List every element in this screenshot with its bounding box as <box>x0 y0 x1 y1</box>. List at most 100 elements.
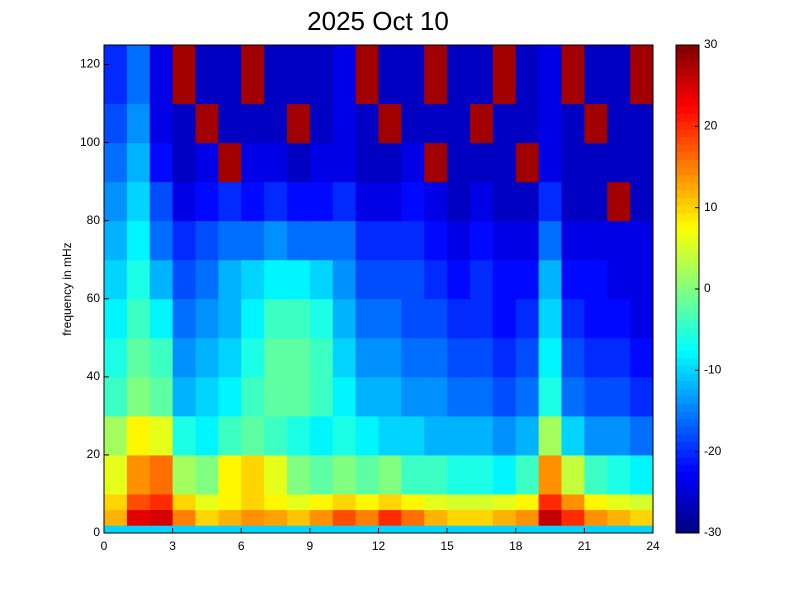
heatmap-cell <box>401 509 425 526</box>
colorbar-swatch <box>676 159 699 168</box>
heatmap-cell <box>561 298 585 339</box>
heatmap-cell <box>492 337 517 378</box>
heatmap-cell <box>607 259 631 300</box>
heatmap-cell <box>561 509 585 526</box>
heatmap-cell <box>378 220 402 261</box>
colorbar-swatch <box>676 205 699 214</box>
heatmap-cell <box>561 45 585 105</box>
colorbar-swatch <box>676 281 699 290</box>
colorbar-swatch <box>676 350 699 359</box>
heatmap-cell <box>630 220 654 261</box>
heatmap-cell <box>561 142 585 183</box>
colorbar-swatch <box>676 136 699 145</box>
colorbar-swatch <box>676 144 699 153</box>
heatmap-cell <box>538 259 562 300</box>
heatmap-cell <box>332 525 357 534</box>
heatmap-cell <box>149 181 174 222</box>
heatmap-cell <box>287 45 311 105</box>
heatmap-cell <box>492 103 517 144</box>
heatmap-cell <box>515 509 540 526</box>
heatmap-cell <box>241 525 265 534</box>
heatmap-cell <box>378 337 402 378</box>
heatmap-cell <box>401 259 425 300</box>
heatmap-cell <box>332 376 357 417</box>
heatmap-cell <box>172 181 196 222</box>
x-tick-label: 12 <box>372 539 386 553</box>
heatmap-cell <box>287 259 311 300</box>
heatmap-cell <box>424 259 448 300</box>
heatmap-cell <box>492 493 517 511</box>
heatmap-cell <box>309 337 334 378</box>
heatmap-cell <box>149 45 174 105</box>
colorbar-swatch <box>676 220 699 229</box>
heatmap-cell <box>630 45 654 105</box>
heatmap-cell <box>149 509 174 526</box>
heatmap-cell <box>355 298 379 339</box>
heatmap-cell <box>492 525 517 534</box>
heatmap-cell <box>126 181 151 222</box>
heatmap-cell <box>561 454 585 495</box>
heatmap-cell <box>515 454 540 495</box>
colorbar-swatch <box>676 228 699 237</box>
heatmap-cell <box>172 259 196 300</box>
heatmap-cell <box>126 298 151 339</box>
heatmap-cell <box>447 454 471 495</box>
heatmap-cell <box>309 142 334 183</box>
heatmap-cell <box>195 142 219 183</box>
heatmap-cell <box>264 181 288 222</box>
heatmap-cell <box>264 509 288 526</box>
heatmap-cell <box>264 220 288 261</box>
colorbar-tick-label: 0 <box>704 281 711 295</box>
heatmap-cell <box>126 337 151 378</box>
heatmap-cell <box>515 103 540 144</box>
heatmap-cell <box>218 298 242 339</box>
heatmap-cell <box>172 525 196 534</box>
x-tick-label: 24 <box>646 539 660 553</box>
colorbar-swatch <box>676 60 699 69</box>
heatmap-cell <box>607 454 631 495</box>
x-tick-label: 9 <box>307 539 314 553</box>
colorbar-swatch <box>676 304 699 313</box>
colorbar-swatch <box>676 90 699 99</box>
heatmap-cell <box>401 525 425 534</box>
heatmap-cell <box>149 376 174 417</box>
heatmap-cell <box>126 525 151 534</box>
heatmap-cell <box>607 45 631 105</box>
heatmap-cell <box>287 525 311 534</box>
y-axis-label: frequency in mHz <box>60 242 74 335</box>
heatmap-cell <box>104 509 128 526</box>
heatmap-cell <box>241 454 265 495</box>
heatmap-cell <box>378 415 402 456</box>
heatmap-cell <box>195 525 219 534</box>
heatmap-cell <box>264 454 288 495</box>
heatmap-cell <box>561 259 585 300</box>
heatmap-cell <box>241 415 265 456</box>
heatmap-cell <box>241 181 265 222</box>
heatmap-cell <box>195 493 219 511</box>
heatmap-cell <box>355 142 379 183</box>
heatmap-cell <box>447 45 471 105</box>
heatmap-cell <box>470 376 494 417</box>
heatmap-cell <box>447 493 471 511</box>
heatmap-cell <box>515 415 540 456</box>
heatmap-cell <box>195 376 219 417</box>
heatmap-cell <box>378 454 402 495</box>
heatmap-cell <box>264 525 288 534</box>
heatmap-cell <box>149 259 174 300</box>
heatmap-cell <box>538 298 562 339</box>
heatmap-cell <box>607 525 631 534</box>
heatmap-cell <box>447 259 471 300</box>
heatmap-cell <box>126 259 151 300</box>
heatmap-cell <box>241 493 265 511</box>
colorbar-swatch <box>676 289 699 298</box>
heatmap-cell <box>515 493 540 511</box>
heatmap-cell <box>195 454 219 495</box>
heatmap-cell <box>126 509 151 526</box>
heatmap-cell <box>630 454 654 495</box>
heatmap-cell <box>470 493 494 511</box>
heatmap-cell <box>470 259 494 300</box>
heatmap-cell <box>355 525 379 534</box>
heatmap-cell <box>218 103 242 144</box>
heatmap-cell <box>149 298 174 339</box>
heatmap-cell <box>401 415 425 456</box>
